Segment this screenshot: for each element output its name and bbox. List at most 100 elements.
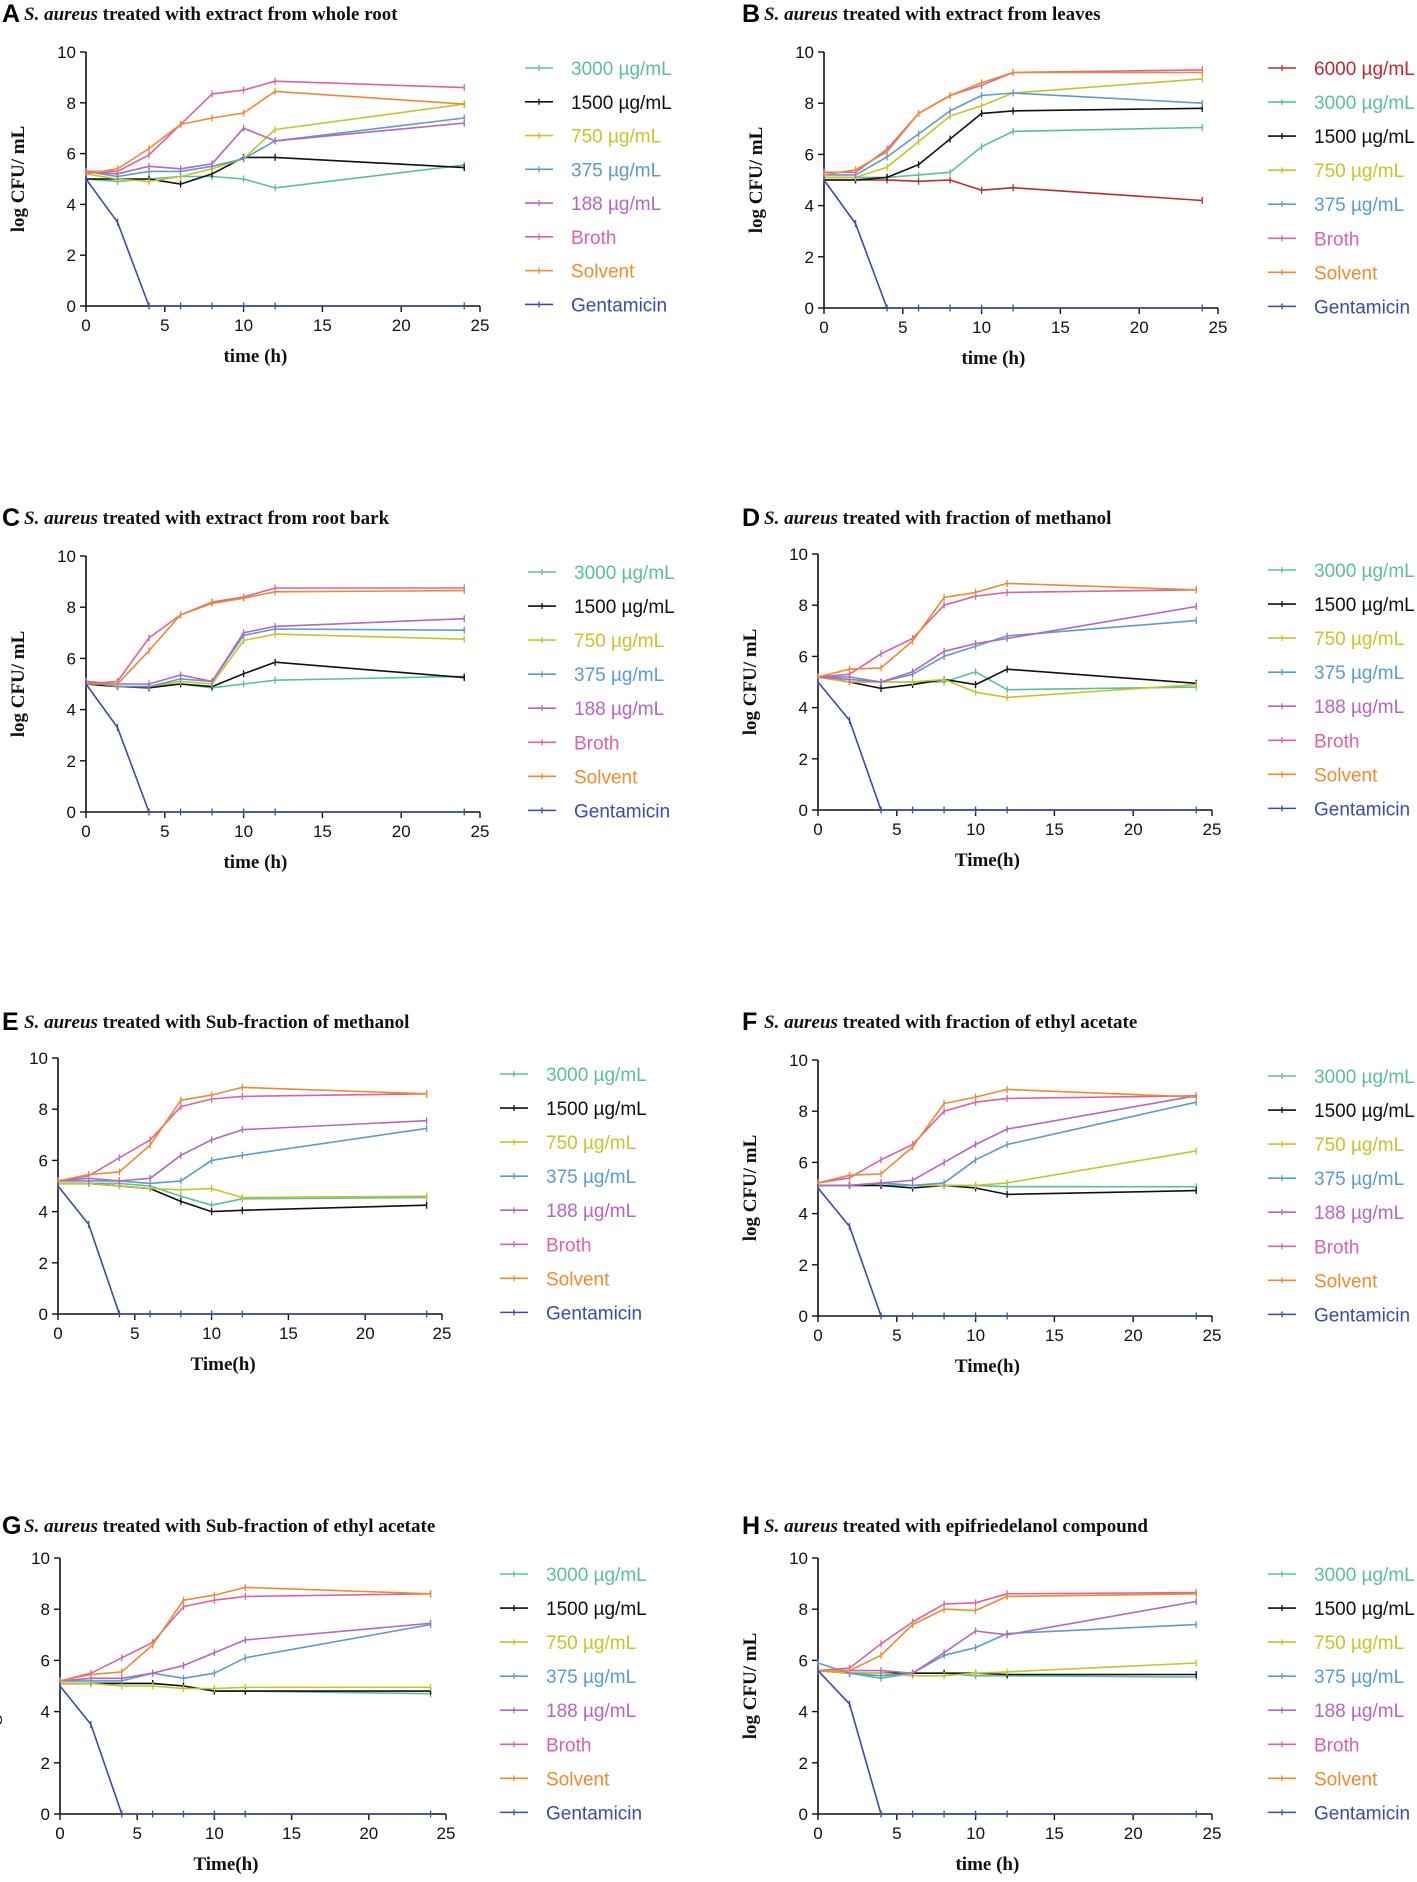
series-line-3 <box>58 1127 427 1185</box>
chart-panel-d: D S. aureus treated with fraction of meth… <box>740 504 1415 871</box>
panel-letter: F <box>742 1008 757 1036</box>
series-line-7 <box>817 1670 1197 1815</box>
series-line-2 <box>817 676 1197 699</box>
y-tick-label: 6 <box>799 1153 808 1172</box>
x-tick-label: 20 <box>392 316 411 335</box>
y-axis-label: log CFU/ mL <box>740 1135 761 1242</box>
y-tick-label: 4 <box>39 1203 48 1222</box>
chart-title: S. aureus treated with epifriedelanol co… <box>764 1516 1148 1537</box>
series-line-7 <box>85 683 465 813</box>
chart-panel-f: F S. aureus treated with fraction of ethy… <box>740 1008 1415 1377</box>
x-tick-label: 20 <box>356 1324 375 1343</box>
y-tick-label: 8 <box>799 1600 808 1619</box>
panel-letter: B <box>742 0 760 28</box>
chart-panel-e: E S. aureus treated with Sub-fraction of … <box>0 1008 647 1375</box>
series-line-4 <box>59 1622 431 1682</box>
x-tick-label: 20 <box>392 822 411 841</box>
series-line-7 <box>823 179 1203 309</box>
chart-title: S. aureus treated with extract from whol… <box>24 4 398 25</box>
chart-title-species: S. aureus <box>24 1516 98 1537</box>
legend-label: 188 µg/mL <box>546 1701 636 1722</box>
series-line-7 <box>817 1187 1197 1317</box>
series-line-6 <box>817 1088 1197 1184</box>
x-tick-label: 5 <box>160 822 169 841</box>
x-tick-label: 15 <box>282 1824 301 1843</box>
x-tick-label: 0 <box>813 1326 822 1345</box>
series-line-3 <box>60 1623 431 1682</box>
y-tick-label: 4 <box>805 197 814 216</box>
series-line-3 <box>85 628 465 688</box>
y-tick-label: 2 <box>799 1256 808 1275</box>
legend-label: 750 µg/mL <box>574 631 664 652</box>
chart-title: S. aureus treated with extract from leav… <box>764 4 1100 25</box>
legend-label: 188 µg/mL <box>1314 1701 1404 1722</box>
legend-label: Solvent <box>1314 1271 1378 1292</box>
x-tick-label: 5 <box>132 1824 141 1843</box>
chart-title-text: treated with Sub-fraction of ethyl aceta… <box>98 1516 435 1537</box>
y-tick-label: 8 <box>67 598 76 617</box>
y-tick-label: 4 <box>799 1205 808 1224</box>
series-line-6 <box>823 71 1203 176</box>
legend-label: 1500 µg/mL <box>546 1599 647 1620</box>
x-tick-label: 10 <box>966 1326 985 1345</box>
chart-title-text: treated with extract from root bark <box>98 508 390 529</box>
chart-title-text: treated with epifriedelanol compound <box>838 1516 1148 1537</box>
x-tick-label: 10 <box>202 1324 221 1343</box>
legend-label: Gentamicin <box>1314 1305 1410 1326</box>
y-tick-label: 2 <box>799 750 808 769</box>
x-axis-label: time (h) <box>223 346 287 367</box>
y-tick-label: 6 <box>39 1151 48 1170</box>
y-axis-label: log CFU/ mL <box>0 1133 1 1240</box>
series-line-2 <box>85 103 465 183</box>
x-tick-label: 0 <box>55 1824 64 1843</box>
x-axis-label: Time(h) <box>955 850 1020 871</box>
x-tick-label: 10 <box>966 820 985 839</box>
series-line-5 <box>824 69 1203 174</box>
x-tick-label: 15 <box>1045 1326 1064 1345</box>
x-tick-label: 10 <box>234 316 253 335</box>
legend-label: Solvent <box>571 262 635 283</box>
chart-title: S. aureus treated with extract from root… <box>24 508 390 529</box>
legend-label: 1500 µg/mL <box>1314 595 1415 616</box>
series-line-3 <box>85 117 465 178</box>
series-line-7 <box>85 178 465 307</box>
x-tick-label: 25 <box>1203 820 1222 839</box>
y-tick-label: 0 <box>805 299 814 318</box>
series-line-7 <box>59 1685 431 1815</box>
y-tick-label: 2 <box>67 246 76 265</box>
series-line-5 <box>57 1093 427 1182</box>
chart-title: S. aureus treated with Sub-fraction of e… <box>24 1516 435 1537</box>
y-tick-label: 8 <box>39 1100 48 1119</box>
series-line-3 <box>818 619 1197 683</box>
legend-label: Gentamicin <box>546 1803 642 1824</box>
legend-label: 375 µg/mL <box>574 665 664 686</box>
series-line-7 <box>817 681 1197 811</box>
legend-label: Solvent <box>546 1269 610 1290</box>
legend-label: 1500 µg/mL <box>546 1099 647 1120</box>
legend-label: Broth <box>1314 1237 1359 1258</box>
legend-label: 375 µg/mL <box>546 1167 636 1188</box>
x-tick-label: 25 <box>1203 1824 1222 1843</box>
y-tick-label: 6 <box>799 647 808 666</box>
chart-title-species: S. aureus <box>764 1516 838 1537</box>
y-tick-label: 8 <box>67 94 76 113</box>
series-line-4 <box>817 605 1197 683</box>
y-tick-label: 6 <box>67 649 76 668</box>
series-line-6 <box>86 589 465 685</box>
x-tick-label: 0 <box>81 316 90 335</box>
y-tick-label: 8 <box>41 1600 50 1619</box>
legend-label: 375 µg/mL <box>1314 195 1404 216</box>
legend-label: 750 µg/mL <box>1314 1633 1404 1654</box>
legend-label: Solvent <box>1314 263 1378 284</box>
legend-label: 750 µg/mL <box>546 1633 636 1654</box>
legend-label: 3000 µg/mL <box>571 59 672 80</box>
y-tick-label: 4 <box>67 195 76 214</box>
legend-label: 3000 µg/mL <box>546 1065 647 1086</box>
y-tick-label: 2 <box>67 752 76 771</box>
legend-label: Broth <box>1314 1735 1359 1756</box>
x-tick-label: 0 <box>813 820 822 839</box>
x-tick-label: 5 <box>898 318 907 337</box>
y-tick-label: 0 <box>799 1805 808 1824</box>
y-tick-label: 6 <box>41 1651 50 1670</box>
series-line-5 <box>86 80 465 173</box>
